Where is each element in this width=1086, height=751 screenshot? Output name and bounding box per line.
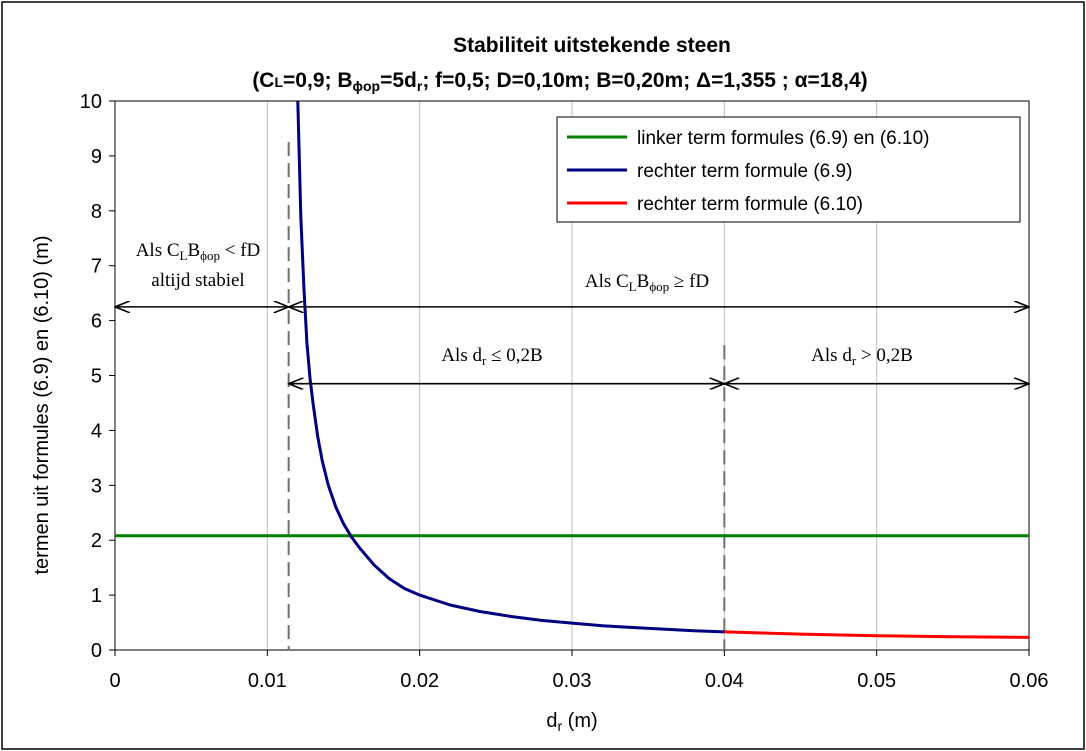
y-tick-labels: 0 1 2 3 4 5 6 7 8 9 10	[80, 91, 115, 662]
y-tick-label: 1	[91, 585, 102, 607]
legend-label-3: rechter term formule (6.10)	[637, 194, 863, 215]
chart-subtitle: (CL=0,9; Bϕop=5dr; f=0,5; D=0,10m; B=0,2…	[252, 69, 867, 94]
legend: linker term formules (6.9) en (6.10) rech…	[556, 116, 1021, 223]
x-axis-label: dr (m)	[546, 710, 597, 734]
annotation-stable-line2: altijd stabiel	[151, 270, 244, 291]
x-tick-label: 0.02	[400, 670, 439, 692]
chart-title: Stabiliteit uitstekende steen	[453, 34, 731, 57]
y-tick-label: 2	[91, 530, 102, 552]
annotation-gt: Als dr > 0,2B	[811, 345, 913, 368]
x-tick-label: 0.03	[553, 670, 592, 692]
y-tick-label: 10	[80, 91, 102, 113]
annotation-arrows	[115, 307, 1029, 384]
legend-label-2: rechter term formule (6.9)	[637, 161, 852, 182]
y-tick-label: 8	[91, 201, 102, 223]
annotation-geq: Als CLBϕop ≥ fD	[585, 271, 709, 294]
y-tick-label: 5	[91, 366, 102, 388]
x-axis-label-main: d	[546, 710, 557, 732]
series-line-3	[724, 630, 1030, 639]
subtitle-part: =0,9; B	[283, 69, 352, 92]
dashed-lines	[287, 142, 726, 650]
y-tick-label: 6	[91, 311, 102, 333]
x-tick-label: 0	[109, 670, 120, 692]
legend-box	[556, 116, 1021, 223]
x-axis-label-unit: (m)	[562, 710, 598, 732]
subtitle-part: (C	[252, 69, 274, 92]
x-axis-label-sub: r	[557, 718, 562, 734]
subtitle-sub: r	[417, 78, 423, 94]
annotation-leq: Als dr ≤ 0,2B	[441, 345, 542, 368]
subtitle-part: ; f=0,5; D=0,10m; B=0,20m; Δ=1,355 ; α=1…	[422, 69, 867, 92]
x-tick-labels: 0 0.01 0.02 0.03 0.04 0.05 0.06	[109, 650, 1048, 692]
y-axis-label: termen uit formules (6.9) en (6.10) (m)	[31, 236, 53, 575]
x-tick-label: 0.05	[857, 670, 896, 692]
y-tick-label: 0	[91, 640, 102, 662]
legend-label-1: linker term formules (6.9) en (6.10)	[637, 128, 930, 149]
x-tick-label: 0.04	[705, 670, 744, 692]
x-tick-label: 0.01	[248, 670, 287, 692]
subtitle-part: =5d	[380, 69, 417, 92]
annotations: Als CLBϕop < fD altijd stabiel Als CLBϕo…	[136, 240, 913, 368]
y-tick-label: 4	[91, 420, 102, 442]
x-tick-label: 0.06	[1010, 670, 1049, 692]
y-tick-label: 7	[91, 256, 102, 278]
subtitle-sub: ϕop	[353, 78, 381, 94]
y-tick-label: 9	[91, 146, 102, 168]
annotation-stable-line1: Als CLBϕop < fD	[136, 240, 261, 263]
subtitle-sub: L	[274, 74, 283, 90]
y-tick-label: 3	[91, 475, 102, 497]
